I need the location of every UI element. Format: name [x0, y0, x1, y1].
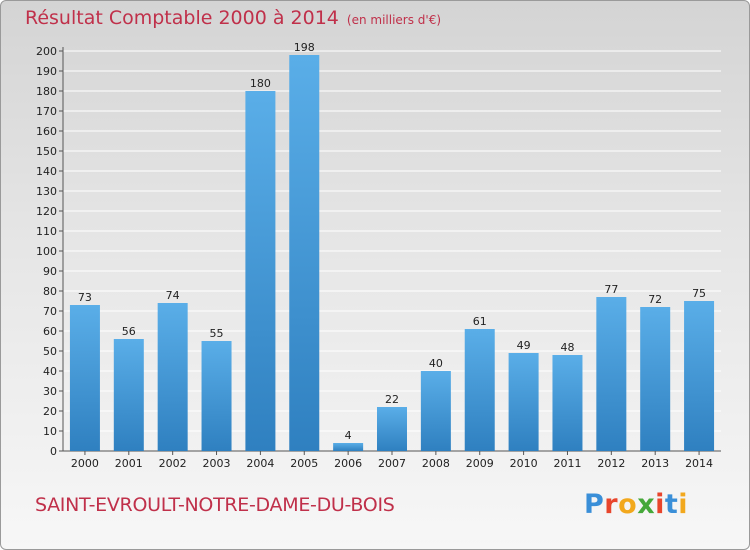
- y-tick-label: 0: [50, 445, 57, 458]
- bar-value-label: 40: [429, 357, 443, 370]
- y-tick-label: 180: [36, 85, 57, 98]
- labels: 0 10 20 30 40 50 60 70 80 90 100 110 120 130 140 150 160…: [36, 41, 713, 470]
- bar: [420, 371, 451, 451]
- bar-value-label: 75: [692, 287, 706, 300]
- bar: [552, 355, 583, 451]
- x-tick-label: 2010: [510, 457, 538, 470]
- y-tick-label: 120: [36, 205, 57, 218]
- y-tick-label: 50: [43, 345, 57, 358]
- y-tick-label: 190: [36, 65, 57, 78]
- y-tick-label: 200: [36, 45, 57, 58]
- y-tick-label: 150: [36, 145, 57, 158]
- bar: [113, 339, 144, 451]
- y-tick-label: 30: [43, 385, 57, 398]
- chart-title: Résultat Comptable 2000 à 2014: [25, 7, 339, 29]
- x-tick-label: 2013: [641, 457, 669, 470]
- bar-value-label: 48: [560, 341, 574, 354]
- bar-value-label: 4: [345, 429, 352, 442]
- bar: [245, 91, 276, 451]
- bar: [377, 407, 407, 451]
- x-tick-label: 2007: [378, 457, 406, 470]
- bar: [157, 303, 188, 451]
- bars: [69, 55, 715, 451]
- x-tick-label: 2002: [159, 457, 187, 470]
- bar-value-label: 74: [166, 289, 180, 302]
- proxiti-logo: Proxiti: [584, 489, 689, 520]
- x-tick-label: 2000: [71, 457, 99, 470]
- bar-value-label: 180: [250, 77, 271, 90]
- bar-value-label: 56: [122, 325, 136, 338]
- chart-unit: (en milliers d'€): [346, 13, 442, 27]
- bar-value-label: 73: [78, 291, 92, 304]
- y-tick-label: 40: [43, 365, 57, 378]
- bar: [289, 55, 320, 451]
- y-tick-label: 10: [43, 425, 57, 438]
- y-tick-label: 140: [36, 165, 57, 178]
- y-tick-label: 90: [43, 265, 57, 278]
- bar: [464, 329, 495, 451]
- y-tick-label: 60: [43, 325, 57, 338]
- y-tick-label: 130: [36, 185, 57, 198]
- bar-value-label: 61: [473, 315, 487, 328]
- x-tick-label: 2006: [334, 457, 362, 470]
- bar-value-label: 55: [210, 327, 224, 340]
- bar-value-label: 77: [604, 283, 618, 296]
- x-tick-label: 2014: [685, 457, 713, 470]
- bar: [640, 307, 671, 451]
- x-tick-label: 2009: [466, 457, 494, 470]
- y-tick-label: 160: [36, 125, 57, 138]
- bar-value-label: 72: [648, 293, 662, 306]
- bar-value-label: 198: [294, 41, 315, 54]
- bar: [69, 305, 100, 451]
- x-tick-label: 2012: [597, 457, 625, 470]
- y-tick-label: 170: [36, 105, 57, 118]
- bar: [684, 301, 715, 451]
- x-tick-label: 2004: [246, 457, 274, 470]
- x-tick-label: 2001: [115, 457, 143, 470]
- y-tick-label: 100: [36, 245, 57, 258]
- bar: [596, 297, 627, 451]
- bar: [333, 443, 364, 451]
- bar: [508, 353, 539, 451]
- x-tick-label: 2003: [203, 457, 231, 470]
- x-tick-label: 2011: [553, 457, 581, 470]
- x-tick-label: 2005: [290, 457, 318, 470]
- commune-name: SAINT-EVROULT-NOTRE-DAME-DU-BOIS: [35, 494, 395, 516]
- y-tick-label: 80: [43, 285, 57, 298]
- chart-header: Résultat Comptable 2000 à 2014 (en millie…: [25, 7, 441, 29]
- y-tick-label: 110: [36, 225, 57, 238]
- y-tick-label: 70: [43, 305, 57, 318]
- bar: [201, 341, 232, 451]
- bar-value-label: 49: [517, 339, 531, 352]
- bar-value-label: 22: [385, 393, 399, 406]
- y-tick-label: 20: [43, 405, 57, 418]
- x-tick-label: 2008: [422, 457, 450, 470]
